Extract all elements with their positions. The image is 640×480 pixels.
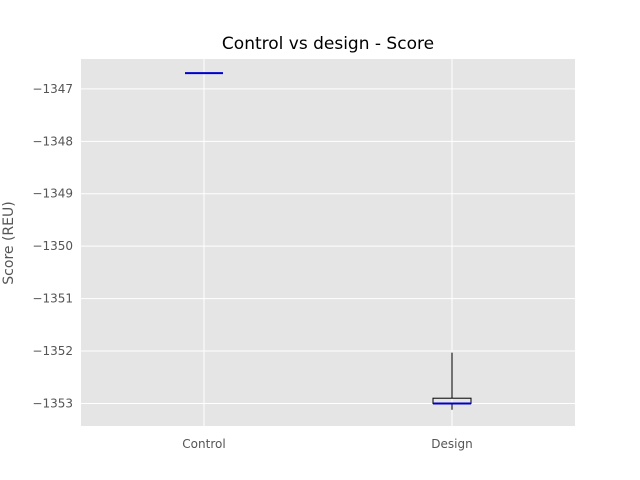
y-axis-label: Score (REU) [1,201,17,284]
box-marks [185,72,472,410]
y-tick-label: −1349 [32,187,73,201]
y-tick-label: −1350 [32,239,73,253]
x-tick-label: Design [431,437,472,451]
chart-title: Control vs design - Score [222,34,434,54]
y-tick-label: −1348 [32,134,73,148]
x-tick-label: Control [182,437,225,451]
grid-lines [81,59,575,426]
y-tick-label: −1351 [32,292,73,306]
plot-area [81,59,575,426]
y-tick-label: −1353 [32,396,73,410]
tick-labels: −1353 −1352 −1351 −1350 −1349 −1348 −1347 Contr… [32,82,472,451]
y-tick-label: −1347 [32,82,73,96]
y-tick-label: −1352 [32,344,73,358]
